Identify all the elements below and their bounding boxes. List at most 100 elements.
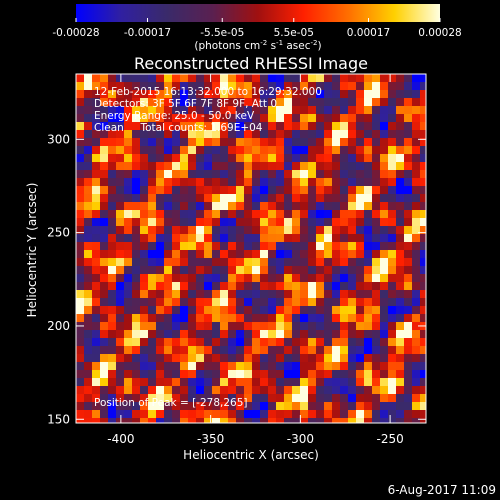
heatmap-cell — [92, 338, 100, 346]
heatmap-cell — [260, 202, 268, 210]
heatmap-cell — [356, 322, 364, 330]
heatmap-cell — [284, 346, 292, 354]
heatmap-cell — [356, 234, 364, 242]
heatmap-cell — [172, 146, 180, 154]
heatmap-cell — [196, 282, 204, 290]
heatmap-cell — [84, 330, 92, 338]
heatmap-cell — [116, 146, 124, 154]
heatmap-cell — [204, 410, 212, 418]
heatmap-cell — [228, 98, 236, 106]
heatmap-cell — [356, 378, 364, 386]
heatmap-cell — [244, 194, 252, 202]
heatmap-cell — [252, 194, 260, 202]
heatmap-cell — [332, 114, 340, 122]
heatmap-cell — [252, 218, 260, 226]
heatmap-cell — [180, 290, 188, 298]
heatmap-cell — [308, 130, 316, 138]
heatmap-cell — [260, 322, 268, 330]
heatmap-cell — [356, 178, 364, 186]
heatmap-cell — [164, 322, 172, 330]
heatmap-cell — [404, 162, 412, 170]
heatmap-cell — [356, 370, 364, 378]
heatmap-cell — [268, 186, 276, 194]
heatmap-cell — [332, 146, 340, 154]
heatmap-cell — [308, 266, 316, 274]
heatmap-cell — [148, 202, 156, 210]
heatmap-cell — [148, 290, 156, 298]
heatmap-cell — [276, 330, 284, 338]
heatmap-cell — [212, 234, 220, 242]
heatmap-cell — [348, 242, 356, 250]
heatmap-cell — [228, 314, 236, 322]
heatmap-cell — [140, 106, 148, 114]
heatmap-cell — [100, 354, 108, 362]
heatmap-cell — [188, 346, 196, 354]
heatmap-cell — [388, 314, 396, 322]
heatmap-cell — [260, 290, 268, 298]
heatmap-cell — [236, 402, 244, 410]
heatmap-cell — [92, 218, 100, 226]
heatmap-cell — [164, 258, 172, 266]
heatmap-cell — [132, 290, 140, 298]
heatmap-cell — [356, 170, 364, 178]
heatmap-cell — [252, 226, 260, 234]
heatmap-cell — [116, 386, 124, 394]
heatmap-cell — [252, 98, 260, 106]
heatmap-cell — [164, 162, 172, 170]
heatmap-cell — [100, 146, 108, 154]
heatmap-cell — [300, 370, 308, 378]
heatmap-cell — [204, 250, 212, 258]
heatmap-cell — [204, 346, 212, 354]
heatmap-cell — [404, 178, 412, 186]
heatmap-cell — [180, 298, 188, 306]
heatmap-cell — [108, 162, 116, 170]
heatmap-cell — [220, 290, 228, 298]
heatmap-cell — [348, 410, 356, 418]
heatmap-cell — [188, 114, 196, 122]
heatmap-cell — [276, 266, 284, 274]
heatmap-cell — [396, 162, 404, 170]
heatmap-cell — [396, 170, 404, 178]
heatmap-cell — [380, 202, 388, 210]
heatmap-cell — [140, 218, 148, 226]
heatmap-cell — [412, 330, 420, 338]
heatmap-cell — [196, 402, 204, 410]
heatmap-cell — [340, 162, 348, 170]
heatmap-cell — [292, 138, 300, 146]
heatmap-cell — [132, 418, 140, 423]
heatmap-cell — [84, 322, 92, 330]
heatmap-cell — [188, 178, 196, 186]
heatmap-cell — [292, 178, 300, 186]
heatmap-cell — [308, 298, 316, 306]
heatmap-cell — [308, 226, 316, 234]
heatmap-cell — [420, 282, 426, 290]
heatmap-cell — [268, 98, 276, 106]
heatmap-cell — [188, 290, 196, 298]
heatmap-cell — [100, 106, 108, 114]
heatmap-cell — [332, 162, 340, 170]
heatmap-cell — [220, 314, 228, 322]
heatmap-cell — [316, 218, 324, 226]
heatmap-cell — [196, 146, 204, 154]
heatmap-cell — [332, 106, 340, 114]
heatmap-cell — [244, 338, 252, 346]
heatmap-cell — [420, 266, 426, 274]
heatmap-cell — [124, 330, 132, 338]
heatmap-cell — [132, 218, 140, 226]
heatmap-cell — [324, 402, 332, 410]
heatmap-cell — [84, 226, 92, 234]
heatmap-cell — [180, 274, 188, 282]
heatmap-cell — [148, 410, 156, 418]
heatmap-cell — [212, 242, 220, 250]
heatmap-cell — [412, 130, 420, 138]
heatmap-cell — [420, 306, 426, 314]
heatmap-cell — [388, 250, 396, 258]
heatmap-cell — [188, 122, 196, 130]
heatmap-cell — [108, 202, 116, 210]
heatmap-cell — [164, 202, 172, 210]
heatmap-cell — [316, 354, 324, 362]
heatmap-cell — [332, 242, 340, 250]
heatmap-cell — [372, 98, 380, 106]
heatmap-cell — [180, 378, 188, 386]
heatmap-cell — [84, 362, 92, 370]
